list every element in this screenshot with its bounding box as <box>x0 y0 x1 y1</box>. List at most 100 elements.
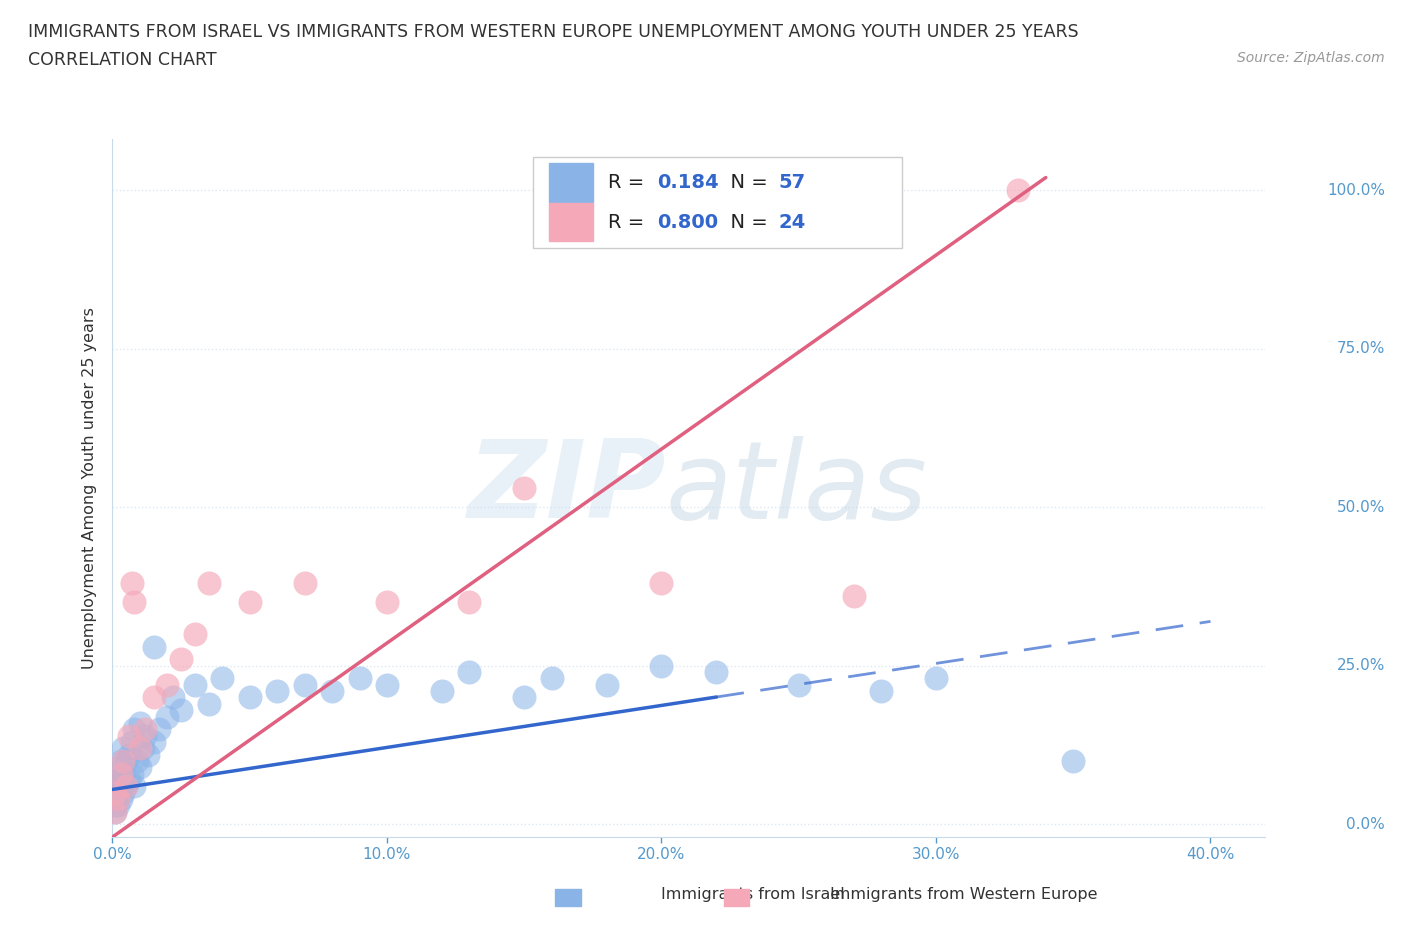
Point <box>375 677 398 692</box>
Point <box>104 804 127 819</box>
Point <box>706 665 728 680</box>
Point <box>134 728 156 743</box>
Text: ZIP: ZIP <box>468 435 666 541</box>
Point <box>156 709 179 724</box>
Y-axis label: Unemployment Among Youth under 25 years: Unemployment Among Youth under 25 years <box>82 307 97 670</box>
Text: 0.0%: 0.0% <box>1346 817 1385 831</box>
Point <box>124 778 146 793</box>
Point <box>112 741 135 756</box>
Point <box>121 576 143 591</box>
Point <box>321 684 343 698</box>
Point <box>110 791 132 806</box>
Point <box>142 735 165 750</box>
Point <box>513 481 536 496</box>
Text: Immigrants from Western Europe: Immigrants from Western Europe <box>830 887 1097 902</box>
FancyBboxPatch shape <box>550 163 593 202</box>
Point <box>112 785 135 800</box>
Point <box>112 753 135 768</box>
Point <box>513 690 536 705</box>
Text: 24: 24 <box>779 213 806 232</box>
Text: Source: ZipAtlas.com: Source: ZipAtlas.com <box>1237 51 1385 65</box>
Point <box>115 753 138 768</box>
Point <box>110 766 132 781</box>
Point <box>124 595 146 610</box>
Point <box>1007 183 1029 198</box>
Point <box>104 791 127 806</box>
Text: 25.0%: 25.0% <box>1337 658 1385 673</box>
Point <box>595 677 617 692</box>
Text: 0.800: 0.800 <box>657 213 718 232</box>
Text: 75.0%: 75.0% <box>1337 341 1385 356</box>
Point <box>136 747 159 762</box>
Point <box>107 791 129 806</box>
Point <box>142 690 165 705</box>
Text: Immigrants from Israel: Immigrants from Israel <box>661 887 845 902</box>
Point <box>129 741 152 756</box>
Text: 100.0%: 100.0% <box>1327 182 1385 198</box>
Text: R =: R = <box>609 173 651 192</box>
Point <box>650 576 672 591</box>
Point <box>104 778 127 793</box>
Point <box>239 690 262 705</box>
Point <box>121 735 143 750</box>
Point <box>104 766 127 781</box>
Point <box>134 722 156 737</box>
Point <box>239 595 262 610</box>
Point <box>107 785 129 800</box>
Point <box>787 677 810 692</box>
Text: N =: N = <box>717 213 773 232</box>
Point <box>197 576 219 591</box>
Point <box>112 766 135 781</box>
Text: 0.184: 0.184 <box>657 173 718 192</box>
Point <box>121 766 143 781</box>
Point <box>184 627 207 642</box>
Point <box>129 760 152 775</box>
Point <box>110 778 132 793</box>
Point <box>104 773 127 788</box>
Point <box>110 753 132 768</box>
Text: CORRELATION CHART: CORRELATION CHART <box>28 51 217 69</box>
Point <box>104 785 127 800</box>
Point <box>375 595 398 610</box>
Text: N =: N = <box>717 173 773 192</box>
Point <box>104 798 127 813</box>
Point <box>458 665 481 680</box>
Point <box>162 690 184 705</box>
Point <box>115 778 138 793</box>
Point <box>349 671 371 686</box>
Point <box>540 671 562 686</box>
Point <box>842 589 865 604</box>
Point <box>115 778 138 793</box>
Point <box>925 671 948 686</box>
Text: R =: R = <box>609 213 651 232</box>
Point <box>127 753 149 768</box>
Point <box>118 773 141 788</box>
Point <box>118 728 141 743</box>
Point <box>148 722 170 737</box>
Point <box>870 684 893 698</box>
Point <box>104 785 127 800</box>
Point <box>107 760 129 775</box>
Point <box>294 677 316 692</box>
Point <box>197 697 219 711</box>
Point <box>107 798 129 813</box>
Text: IMMIGRANTS FROM ISRAEL VS IMMIGRANTS FROM WESTERN EUROPE UNEMPLOYMENT AMONG YOUT: IMMIGRANTS FROM ISRAEL VS IMMIGRANTS FRO… <box>28 23 1078 41</box>
Point <box>124 722 146 737</box>
FancyBboxPatch shape <box>533 157 903 247</box>
Point <box>294 576 316 591</box>
Point <box>104 804 127 819</box>
Point <box>266 684 288 698</box>
Text: 50.0%: 50.0% <box>1337 499 1385 515</box>
Point <box>211 671 233 686</box>
Point <box>430 684 453 698</box>
FancyBboxPatch shape <box>550 203 593 242</box>
Point <box>458 595 481 610</box>
Point <box>650 658 672 673</box>
Point <box>107 773 129 788</box>
Point <box>131 741 153 756</box>
Text: atlas: atlas <box>666 436 928 540</box>
Point <box>156 677 179 692</box>
Point <box>129 715 152 730</box>
Point <box>118 747 141 762</box>
Text: 57: 57 <box>779 173 806 192</box>
